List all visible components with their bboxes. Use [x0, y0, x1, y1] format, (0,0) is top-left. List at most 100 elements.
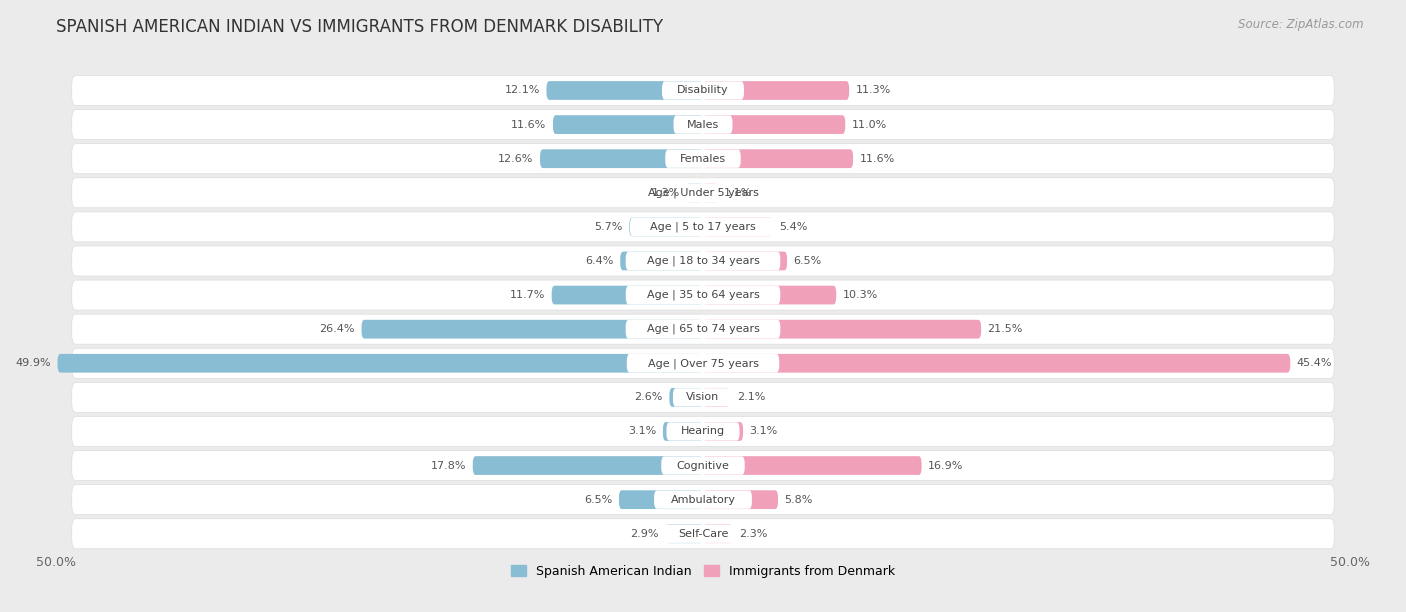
- FancyBboxPatch shape: [703, 320, 981, 338]
- Text: 6.4%: 6.4%: [585, 256, 614, 266]
- FancyBboxPatch shape: [72, 314, 1334, 344]
- Text: 2.6%: 2.6%: [634, 392, 662, 402]
- Text: Cognitive: Cognitive: [676, 461, 730, 471]
- FancyBboxPatch shape: [703, 184, 717, 202]
- FancyBboxPatch shape: [58, 354, 703, 373]
- Text: Source: ZipAtlas.com: Source: ZipAtlas.com: [1239, 18, 1364, 31]
- FancyBboxPatch shape: [703, 490, 778, 509]
- FancyBboxPatch shape: [619, 490, 703, 509]
- Text: Self-Care: Self-Care: [678, 529, 728, 539]
- FancyBboxPatch shape: [703, 115, 845, 134]
- Text: 3.1%: 3.1%: [749, 427, 778, 436]
- FancyBboxPatch shape: [361, 320, 703, 338]
- FancyBboxPatch shape: [703, 456, 921, 475]
- FancyBboxPatch shape: [703, 422, 744, 441]
- Text: 11.0%: 11.0%: [852, 119, 887, 130]
- Text: Males: Males: [688, 119, 718, 130]
- Text: 11.6%: 11.6%: [859, 154, 894, 163]
- Text: 26.4%: 26.4%: [319, 324, 356, 334]
- Text: 11.3%: 11.3%: [856, 86, 891, 95]
- FancyBboxPatch shape: [666, 422, 740, 441]
- Text: Ambulatory: Ambulatory: [671, 494, 735, 505]
- FancyBboxPatch shape: [626, 286, 780, 305]
- FancyBboxPatch shape: [673, 388, 733, 406]
- Text: Females: Females: [681, 154, 725, 163]
- FancyBboxPatch shape: [686, 184, 703, 202]
- FancyBboxPatch shape: [662, 422, 703, 441]
- FancyBboxPatch shape: [626, 252, 780, 271]
- FancyBboxPatch shape: [72, 519, 1334, 549]
- Text: Age | 65 to 74 years: Age | 65 to 74 years: [647, 324, 759, 334]
- FancyBboxPatch shape: [703, 286, 837, 304]
- Text: Age | 35 to 64 years: Age | 35 to 64 years: [647, 290, 759, 300]
- Text: Disability: Disability: [678, 86, 728, 95]
- Text: 16.9%: 16.9%: [928, 461, 963, 471]
- FancyBboxPatch shape: [703, 354, 1291, 373]
- FancyBboxPatch shape: [630, 217, 703, 236]
- FancyBboxPatch shape: [665, 149, 741, 168]
- FancyBboxPatch shape: [72, 485, 1334, 515]
- FancyBboxPatch shape: [472, 456, 703, 475]
- Text: 6.5%: 6.5%: [585, 494, 613, 505]
- FancyBboxPatch shape: [540, 149, 703, 168]
- Text: 12.1%: 12.1%: [505, 86, 540, 95]
- Text: 10.3%: 10.3%: [842, 290, 877, 300]
- FancyBboxPatch shape: [669, 388, 703, 407]
- FancyBboxPatch shape: [72, 450, 1334, 480]
- Text: 49.9%: 49.9%: [15, 358, 51, 368]
- Text: 2.9%: 2.9%: [630, 529, 659, 539]
- Text: 11.6%: 11.6%: [512, 119, 547, 130]
- Text: Age | 18 to 34 years: Age | 18 to 34 years: [647, 256, 759, 266]
- FancyBboxPatch shape: [626, 319, 780, 338]
- Text: 1.1%: 1.1%: [724, 188, 752, 198]
- FancyBboxPatch shape: [665, 524, 703, 543]
- FancyBboxPatch shape: [72, 177, 1334, 208]
- FancyBboxPatch shape: [547, 81, 703, 100]
- FancyBboxPatch shape: [72, 110, 1334, 140]
- FancyBboxPatch shape: [662, 81, 744, 100]
- FancyBboxPatch shape: [72, 280, 1334, 310]
- FancyBboxPatch shape: [703, 149, 853, 168]
- Text: 21.5%: 21.5%: [987, 324, 1024, 334]
- Legend: Spanish American Indian, Immigrants from Denmark: Spanish American Indian, Immigrants from…: [506, 560, 900, 583]
- Text: 5.7%: 5.7%: [595, 222, 623, 232]
- FancyBboxPatch shape: [620, 252, 703, 271]
- FancyBboxPatch shape: [553, 115, 703, 134]
- FancyBboxPatch shape: [703, 81, 849, 100]
- Text: 12.6%: 12.6%: [498, 154, 533, 163]
- Text: 5.8%: 5.8%: [785, 494, 813, 505]
- FancyBboxPatch shape: [72, 75, 1334, 105]
- Text: 6.5%: 6.5%: [793, 256, 821, 266]
- Text: 3.1%: 3.1%: [628, 427, 657, 436]
- Text: 11.7%: 11.7%: [510, 290, 546, 300]
- FancyBboxPatch shape: [703, 252, 787, 271]
- FancyBboxPatch shape: [654, 490, 752, 509]
- FancyBboxPatch shape: [662, 524, 744, 543]
- FancyBboxPatch shape: [627, 184, 779, 202]
- FancyBboxPatch shape: [72, 212, 1334, 242]
- FancyBboxPatch shape: [630, 217, 776, 236]
- Text: Hearing: Hearing: [681, 427, 725, 436]
- FancyBboxPatch shape: [673, 116, 733, 134]
- Text: Age | 5 to 17 years: Age | 5 to 17 years: [650, 222, 756, 232]
- Text: Age | Under 5 years: Age | Under 5 years: [648, 187, 758, 198]
- FancyBboxPatch shape: [72, 246, 1334, 276]
- FancyBboxPatch shape: [72, 382, 1334, 412]
- Text: Age | Over 75 years: Age | Over 75 years: [648, 358, 758, 368]
- Text: SPANISH AMERICAN INDIAN VS IMMIGRANTS FROM DENMARK DISABILITY: SPANISH AMERICAN INDIAN VS IMMIGRANTS FR…: [56, 18, 664, 36]
- FancyBboxPatch shape: [551, 286, 703, 304]
- Text: 5.4%: 5.4%: [779, 222, 807, 232]
- FancyBboxPatch shape: [703, 388, 730, 407]
- Text: 17.8%: 17.8%: [430, 461, 467, 471]
- Text: 2.1%: 2.1%: [737, 392, 765, 402]
- Text: 45.4%: 45.4%: [1296, 358, 1333, 368]
- FancyBboxPatch shape: [703, 217, 773, 236]
- Text: Vision: Vision: [686, 392, 720, 402]
- FancyBboxPatch shape: [703, 524, 733, 543]
- FancyBboxPatch shape: [72, 416, 1334, 447]
- FancyBboxPatch shape: [661, 457, 745, 475]
- Text: 1.3%: 1.3%: [651, 188, 679, 198]
- Text: 2.3%: 2.3%: [740, 529, 768, 539]
- FancyBboxPatch shape: [627, 354, 779, 373]
- FancyBboxPatch shape: [72, 348, 1334, 378]
